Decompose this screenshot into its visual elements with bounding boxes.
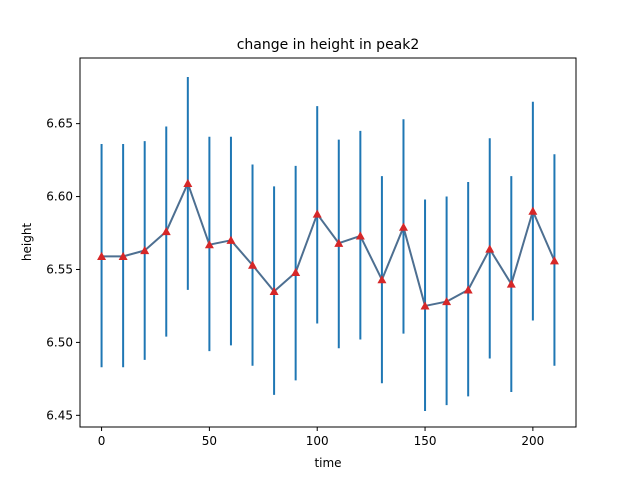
x-tick-label: 150 bbox=[414, 434, 437, 448]
data-point-marker bbox=[549, 256, 559, 265]
data-point-marker bbox=[269, 286, 279, 295]
y-axis-label: height bbox=[20, 223, 34, 262]
data-point-marker bbox=[463, 285, 473, 294]
y-tick-label: 6.50 bbox=[46, 335, 73, 349]
data-point-marker bbox=[312, 209, 322, 218]
data-point-marker bbox=[226, 235, 236, 244]
data-point-marker bbox=[485, 244, 495, 253]
plot-area bbox=[97, 76, 559, 411]
data-point-marker bbox=[420, 301, 430, 310]
x-axis-ticks: 0 50 100 150 200 bbox=[98, 427, 544, 448]
data-point-marker bbox=[291, 267, 301, 276]
x-tick-label: 0 bbox=[98, 434, 106, 448]
data-point-marker bbox=[248, 260, 258, 269]
data-point-marker bbox=[334, 238, 344, 247]
y-tick-label: 6.60 bbox=[46, 190, 73, 204]
data-point-marker bbox=[506, 279, 516, 288]
data-point-marker bbox=[377, 275, 387, 284]
y-axis-ticks: 6.45 6.50 6.55 6.60 6.65 bbox=[46, 117, 80, 422]
x-tick-label: 100 bbox=[306, 434, 329, 448]
data-point-marker bbox=[140, 246, 150, 255]
x-axis-label: time bbox=[314, 456, 341, 470]
x-tick-label: 50 bbox=[202, 434, 217, 448]
data-point-marker bbox=[183, 178, 193, 188]
x-tick-label: 200 bbox=[521, 434, 544, 448]
data-point-marker bbox=[204, 240, 214, 249]
chart-title: change in height in peak2 bbox=[237, 37, 420, 53]
series-line bbox=[101, 182, 556, 307]
data-point-marker bbox=[528, 206, 538, 215]
y-tick-label: 6.55 bbox=[46, 262, 73, 276]
y-tick-label: 6.65 bbox=[46, 117, 73, 131]
data-point-marker bbox=[97, 251, 107, 260]
axes-frame bbox=[79, 57, 577, 428]
y-tick-label: 6.45 bbox=[46, 408, 73, 422]
data-point-marker bbox=[118, 251, 128, 260]
data-point-marker bbox=[161, 227, 171, 236]
data-point-marker bbox=[398, 222, 408, 231]
data-point-marker bbox=[442, 297, 452, 306]
data-point-marker bbox=[355, 231, 365, 240]
